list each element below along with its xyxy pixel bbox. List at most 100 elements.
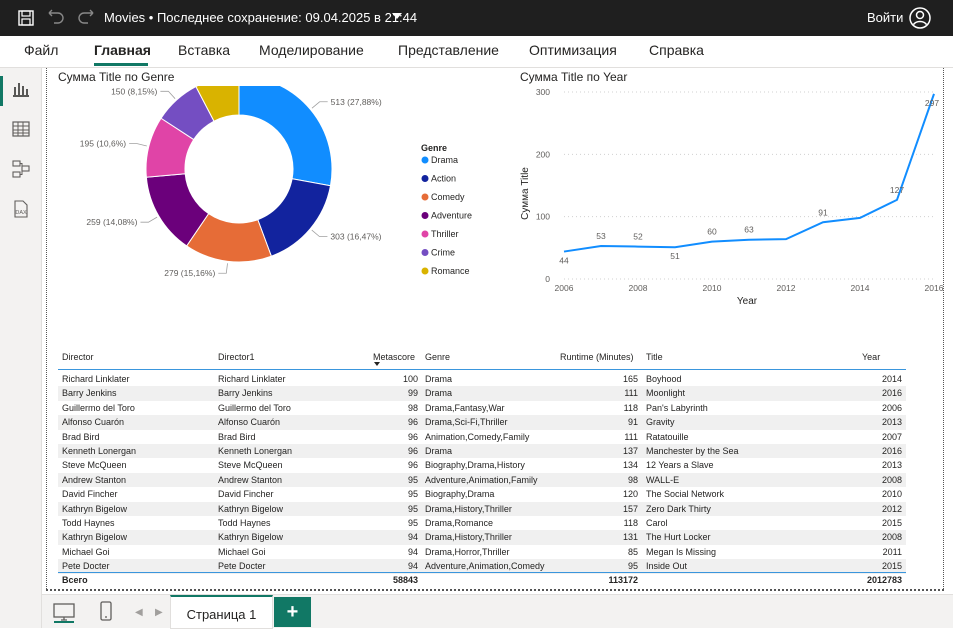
avatar-icon[interactable] xyxy=(909,7,931,29)
cell-director1: Steve McQueen xyxy=(218,460,283,471)
data-label: 150 (8,15%) xyxy=(111,86,157,96)
column-header-director[interactable]: Director xyxy=(62,352,94,362)
data-label: 279 (15,16%) xyxy=(164,268,215,278)
tab-file[interactable]: Файл xyxy=(24,42,59,58)
cell-genre: Biography,Drama xyxy=(425,489,495,500)
point-label: 52 xyxy=(633,232,643,242)
cell-genre: Animation,Comedy,Family xyxy=(425,431,530,442)
cell-director: Alfonso Cuarón xyxy=(62,417,125,428)
cell-metascore: 98 xyxy=(407,402,418,413)
cell-genre: Drama xyxy=(425,374,453,384)
line-chart[interactable]: 0 100 200 300 2006 2008 2010 2012 2014 2016 Year Су… xyxy=(510,84,950,314)
column-header-director1[interactable]: Director1 xyxy=(218,352,255,362)
cell-director1: David Fincher xyxy=(218,489,274,500)
x-tick-label: 2008 xyxy=(629,283,648,293)
save-icon[interactable] xyxy=(16,8,36,28)
cell-director1: Barry Jenkins xyxy=(218,388,273,399)
series-line xyxy=(563,93,935,253)
column-header-metascore[interactable]: Metascore xyxy=(373,352,416,362)
cell-genre: Biography,Drama,History xyxy=(425,460,525,471)
table-row[interactable]: Guillermo del Toro Guillermo del Toro 98 Dr… xyxy=(58,401,906,415)
legend-title: Genre xyxy=(421,143,447,153)
table-row[interactable]: Barry Jenkins Barry Jenkins 99 Drama 111 Moon… xyxy=(58,386,906,401)
cell-genre: Drama,History,Thriller xyxy=(425,503,512,514)
donut-chart-title: Сумма Title по Genre xyxy=(58,70,175,84)
table-row[interactable]: Alfonso Cuarón Alfonso Cuarón 96 Drama,Sci-… xyxy=(58,415,906,430)
cell-genre: Drama xyxy=(425,446,453,456)
sign-in-button[interactable]: Войти xyxy=(867,10,904,25)
data-label-leader xyxy=(129,143,147,147)
cell-director: Barry Jenkins xyxy=(62,388,117,399)
table-row[interactable]: Kathryn Bigelow Kathryn Bigelow 95 Drama,Hi… xyxy=(58,501,906,516)
point-label: 44 xyxy=(559,256,569,266)
cell-title: Moonlight xyxy=(646,388,686,399)
cell-title: Pan's Labyrinth xyxy=(646,402,708,413)
cell-title: WALL-E xyxy=(646,474,680,485)
sort-descending-icon xyxy=(374,362,380,366)
legend-marker xyxy=(421,267,429,275)
table-row[interactable]: Michael Goi Michael Goi 94 Drama,Horror,Thr… xyxy=(58,545,906,559)
donut-slice-drama xyxy=(238,86,333,187)
table-row[interactable]: Steve McQueen Steve McQueen 96 Biography,Dr… xyxy=(58,458,906,472)
cell-director: Kathryn Bigelow xyxy=(62,532,128,543)
cell-genre: Drama xyxy=(425,388,453,399)
undo-icon[interactable] xyxy=(46,8,66,28)
tab-home[interactable]: Главная xyxy=(94,42,151,58)
y-tick-label: 0 xyxy=(545,274,550,284)
table-row[interactable]: David Fincher David Fincher 95 Biography,Dr… xyxy=(58,487,906,501)
page-boundary xyxy=(46,68,944,591)
desktop-layout-icon[interactable] xyxy=(52,601,76,623)
cell-runtime: 165 xyxy=(622,374,638,384)
mobile-layout-icon[interactable] xyxy=(98,601,114,623)
column-header-year[interactable]: Year xyxy=(862,352,881,362)
donut-chart[interactable]: 513 (27,88%) 303 (16,47%) 279 (15,16%) 259 … xyxy=(50,86,510,336)
cell-genre: Adventure,Animation,Comedy xyxy=(425,561,545,572)
table-row[interactable]: Kathryn Bigelow Kathryn Bigelow 94 Drama,Hi… xyxy=(58,530,906,545)
point-label: 51 xyxy=(670,251,680,261)
x-tick-label: 2012 xyxy=(777,283,796,293)
cell-runtime: 91 xyxy=(627,417,638,428)
legend-marker xyxy=(421,193,429,201)
legend-marker xyxy=(421,249,429,256)
table-row[interactable]: Pete Docter Pete Docter 94 Adventure,Animat… xyxy=(58,559,906,574)
tab-insert[interactable]: Вставка xyxy=(178,42,231,58)
table-row[interactable]: Kenneth Lonergan Kenneth Lonergan 96 Drama 1… xyxy=(58,444,906,459)
chevron-down-icon[interactable] xyxy=(392,13,402,19)
table-view-icon[interactable] xyxy=(10,118,32,140)
cell-metascore: 99 xyxy=(407,388,418,399)
page-tab-1[interactable]: Страница 1 xyxy=(170,595,273,629)
tab-help[interactable]: Справка xyxy=(649,42,704,58)
cell-director1: Kathryn Bigelow xyxy=(218,532,284,543)
report-view-icon[interactable] xyxy=(10,78,32,100)
tab-modeling[interactable]: Моделирование xyxy=(259,42,364,58)
data-label-leader xyxy=(311,229,328,237)
model-view-icon[interactable] xyxy=(10,158,32,180)
cell-director1: Todd Haynes xyxy=(218,518,271,528)
data-label-leader xyxy=(218,263,228,274)
table-row[interactable]: Richard Linklater Richard Linklater 100 Dra… xyxy=(58,372,906,386)
add-page-button[interactable]: + xyxy=(274,597,311,627)
column-header-runtime[interactable]: Runtime (Minutes) xyxy=(560,352,634,362)
dax-query-view-icon[interactable]: DAX xyxy=(10,198,32,220)
cell-metascore: 94 xyxy=(407,532,418,543)
table-row[interactable]: Andrew Stanton Andrew Stanton 95 Adventure,… xyxy=(58,472,906,488)
cell-runtime: 157 xyxy=(622,503,638,514)
document-title[interactable]: Movies • Последнее сохранение: 09.04.202… xyxy=(104,10,418,25)
cell-director: Kathryn Bigelow xyxy=(62,503,128,514)
cell-director: David Fincher xyxy=(62,489,118,500)
next-page-icon[interactable]: ▶ xyxy=(155,607,163,618)
previous-page-icon[interactable]: ◀ xyxy=(135,607,143,618)
cell-runtime: 131 xyxy=(622,532,638,543)
table-row[interactable]: Todd Haynes Todd Haynes 95 Drama,Romance 118… xyxy=(58,516,906,530)
cell-title: Carol xyxy=(646,518,668,528)
table-row[interactable]: Brad Bird Brad Bird 96 Animation,Comedy,Fam… xyxy=(58,430,906,444)
tab-view[interactable]: Представление xyxy=(398,42,499,58)
table-totals-row: Всего 58843 113172 2012783 xyxy=(58,572,906,587)
column-header-title[interactable]: Title xyxy=(646,352,663,362)
redo-icon[interactable] xyxy=(76,8,96,28)
cell-genre: Drama,Fantasy,War xyxy=(425,402,505,413)
cell-year: 2007 xyxy=(881,431,902,442)
column-header-genre[interactable]: Genre xyxy=(425,352,451,362)
cell-director1: Guillermo del Toro xyxy=(218,402,291,413)
tab-optimize[interactable]: Оптимизация xyxy=(529,42,617,58)
